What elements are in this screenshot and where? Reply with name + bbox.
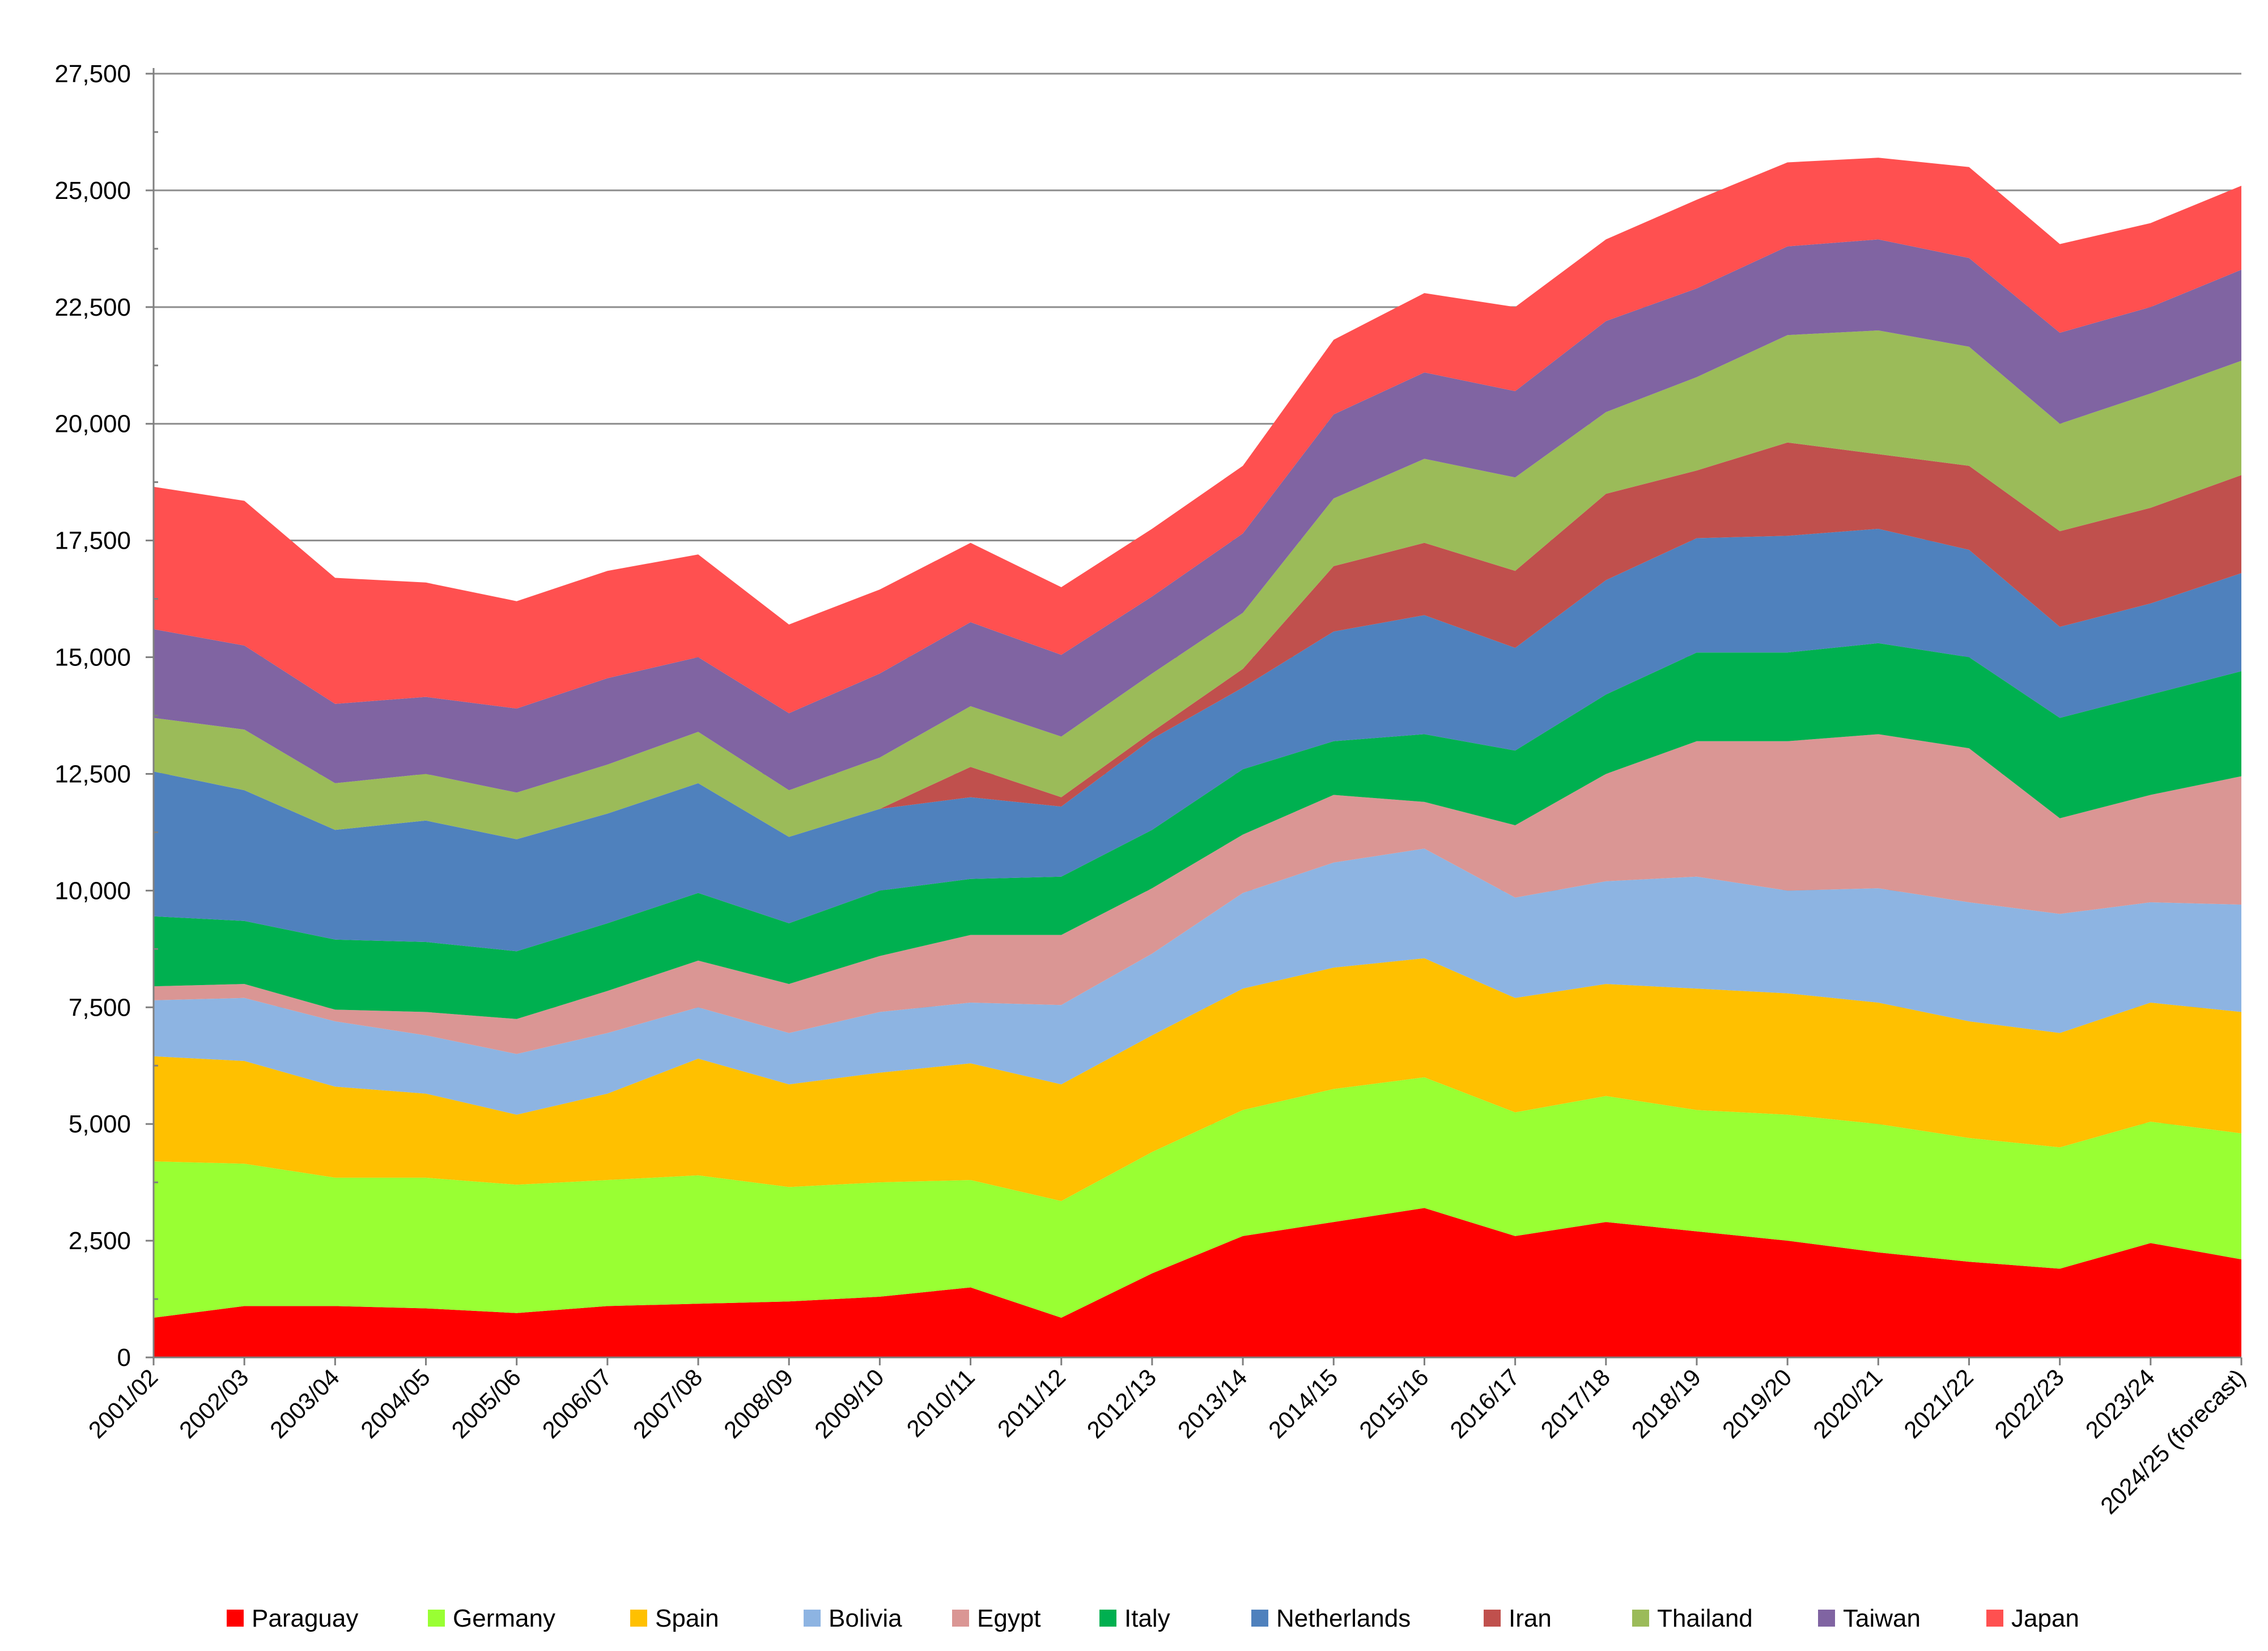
legend-label-germany: Germany	[453, 1605, 555, 1632]
x-tick-label: 2016/17	[1445, 1364, 1524, 1444]
legend-label-italy: Italy	[1124, 1605, 1170, 1632]
y-tick-label: 10,000	[54, 877, 131, 905]
y-tick-label: 0	[117, 1344, 131, 1372]
area-series	[154, 158, 2241, 1357]
legend-label-taiwan: Taiwan	[1843, 1605, 1921, 1632]
x-tick-label: 2004/05	[355, 1364, 435, 1444]
y-tick-label: 7,500	[69, 994, 131, 1021]
x-tick-label: 2023/24	[2080, 1364, 2160, 1444]
legend-swatch-iran	[1484, 1610, 1501, 1627]
legend-swatch-spain	[630, 1610, 647, 1627]
y-tick-label: 15,000	[54, 644, 131, 672]
area-paraguay	[154, 1208, 2241, 1357]
x-tick-label: 2015/16	[1354, 1364, 1434, 1444]
legend-label-japan: Japan	[2011, 1605, 2079, 1632]
y-tick-label: 12,500	[54, 760, 131, 788]
axes	[146, 68, 2242, 1365]
legend-swatch-egypt	[952, 1610, 969, 1627]
area-spain	[154, 958, 2241, 1202]
y-tick-label: 5,000	[69, 1110, 131, 1138]
x-tick-label: 2005/06	[446, 1364, 526, 1444]
y-axis-tick-labels: 0 2,500 5,000 7,500 10,000 12,500 15,000 17,500…	[54, 60, 131, 1372]
x-tick-label: 2021/22	[1899, 1364, 1978, 1444]
x-tick-label: 2002/03	[174, 1364, 254, 1444]
legend-swatch-japan	[1986, 1610, 2003, 1627]
x-tick-label: 2019/20	[1717, 1364, 1797, 1444]
y-tick-label: 2,500	[69, 1227, 131, 1255]
legend: Paraguay Germany Spain Bolivia Egypt Italy Net…	[227, 1605, 2079, 1632]
legend-swatch-taiwan	[1818, 1610, 1835, 1627]
legend-label-iran: Iran	[1509, 1605, 1552, 1632]
area-japan	[154, 158, 2241, 714]
area-italy	[154, 643, 2241, 1019]
x-tick-label: 2003/04	[265, 1364, 345, 1444]
x-tick-label: 2022/23	[1989, 1364, 2069, 1444]
legend-label-spain: Spain	[655, 1605, 719, 1632]
x-tick-label: 2017/18	[1536, 1364, 1616, 1444]
x-tick-label: 2001/02	[83, 1364, 163, 1444]
area-egypt	[154, 734, 2241, 1054]
y-tick-label: 22,500	[54, 294, 131, 321]
x-tick-label: 2009/10	[809, 1364, 889, 1444]
y-tick-label: 17,500	[54, 527, 131, 555]
legend-label-egypt: Egypt	[977, 1605, 1041, 1632]
x-tick-label: 2010/11	[902, 1364, 980, 1442]
area-netherlands	[154, 529, 2241, 952]
y-tick-label: 20,000	[54, 410, 131, 438]
x-tick-label: 2008/09	[719, 1364, 799, 1444]
x-tick-label: 2006/07	[537, 1364, 617, 1444]
x-tick-label: 2014/15	[1263, 1364, 1343, 1444]
area-thailand	[154, 330, 2241, 839]
legend-swatch-paraguay	[227, 1610, 244, 1627]
x-tick-label: 2018/19	[1626, 1364, 1706, 1444]
area-taiwan	[154, 239, 2241, 793]
y-tick-label: 27,500	[54, 60, 131, 88]
legend-swatch-thailand	[1632, 1610, 1649, 1627]
x-tick-label: 2020/21	[1808, 1364, 1888, 1444]
y-tick-label: 25,000	[54, 177, 131, 205]
legend-swatch-bolivia	[804, 1610, 821, 1627]
legend-label-netherlands: Netherlands	[1276, 1605, 1411, 1632]
legend-swatch-germany	[428, 1610, 445, 1627]
legend-label-thailand: Thailand	[1657, 1605, 1753, 1632]
x-tick-label: 2011/12	[992, 1364, 1071, 1442]
area-germany	[154, 1077, 2241, 1318]
x-tick-label: 2012/13	[1082, 1364, 1162, 1444]
legend-swatch-italy	[1099, 1610, 1116, 1627]
area-bolivia	[154, 848, 2241, 1115]
x-tick-label: 2007/08	[628, 1364, 708, 1444]
legend-label-paraguay: Paraguay	[252, 1605, 358, 1632]
legend-swatch-netherlands	[1251, 1610, 1268, 1627]
x-tick-label: 2013/14	[1173, 1364, 1252, 1444]
legend-label-bolivia: Bolivia	[829, 1605, 902, 1632]
x-axis-tick-labels: 2001/02 2002/03 2003/04 2004/05 2005/06 2006/…	[83, 1364, 2251, 1519]
